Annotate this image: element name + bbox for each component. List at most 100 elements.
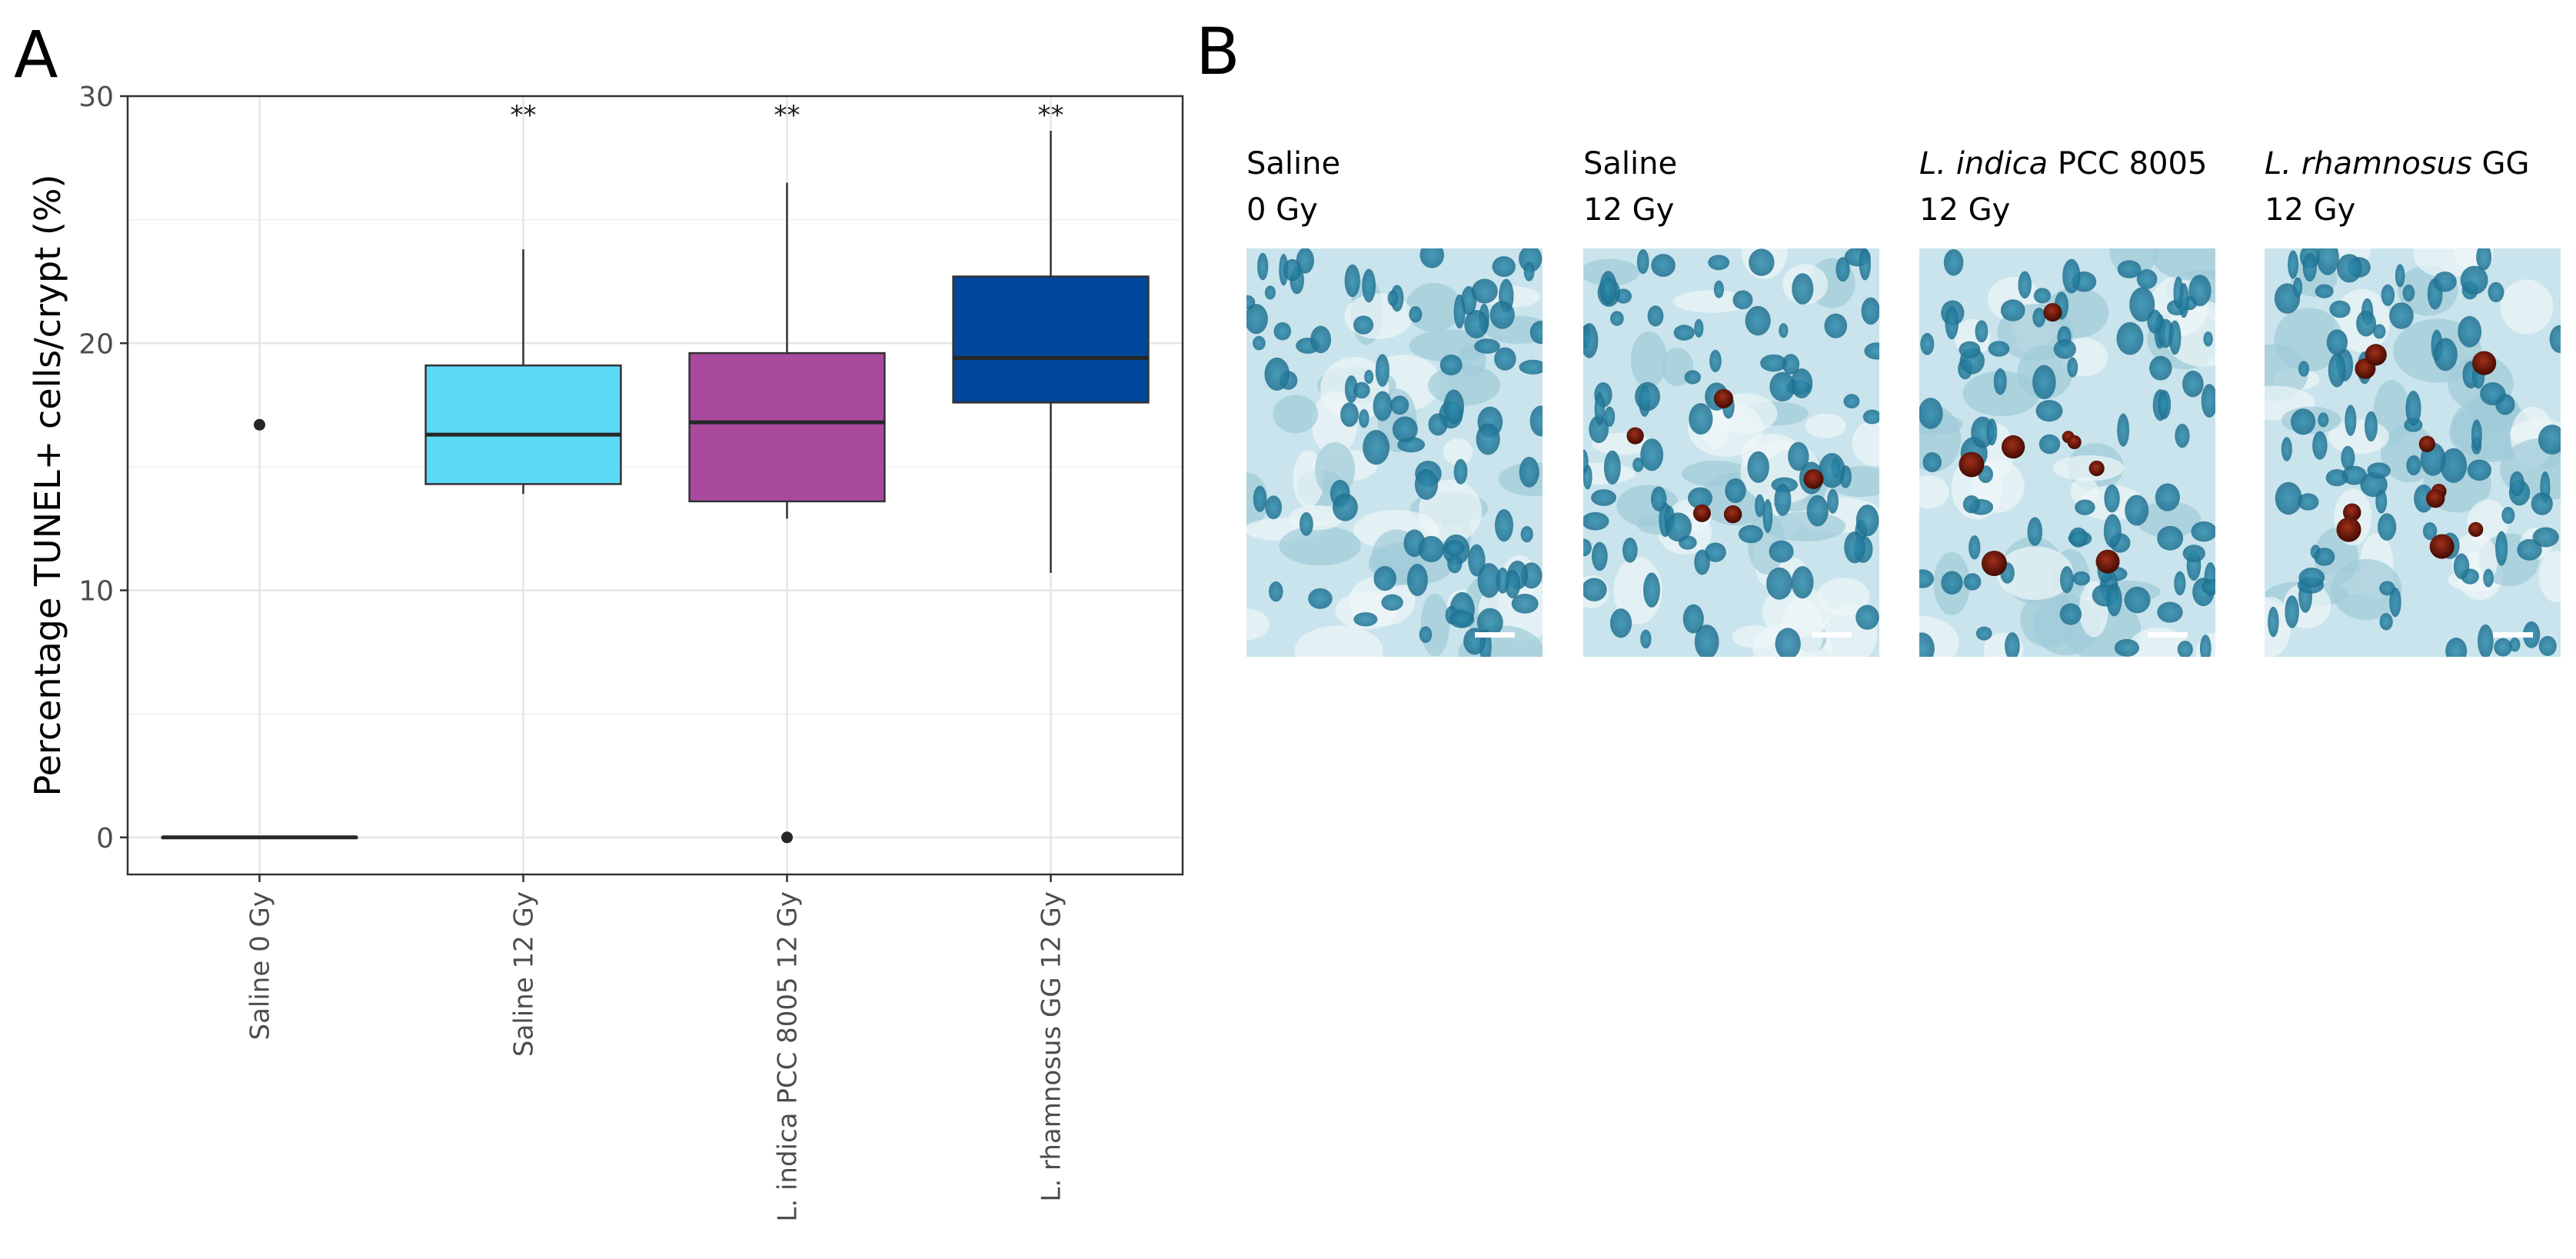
nucleus (1494, 508, 1513, 542)
micrograph-image (1246, 248, 1543, 657)
box-body (952, 275, 1150, 404)
nucleus (1283, 258, 1302, 281)
nucleus (2494, 638, 2512, 657)
cytoplasm-region (1409, 329, 1491, 362)
nucleus (1387, 290, 1399, 306)
x-tick-label: Saline 0 Gy (245, 891, 276, 1041)
nucleus (1959, 341, 1981, 358)
nucleus (2175, 423, 2190, 448)
nucleus (1359, 408, 1370, 428)
nucleus (1353, 612, 1378, 627)
tunel-positive-cell (1713, 388, 1733, 408)
outlier-point (781, 831, 793, 844)
nucleus (2033, 288, 2052, 304)
nucleus (1589, 415, 1609, 444)
nucleus (2173, 276, 2184, 309)
cytoplasm-region (1583, 462, 1636, 485)
x-tick-label: L. rhamnosus GG 12 Gy (1037, 891, 1067, 1202)
cytoplasm-region (1279, 525, 1361, 566)
nucleus (1299, 511, 1313, 536)
nucleus (1583, 511, 1609, 531)
nucleus (1494, 347, 1516, 371)
nucleus (2075, 499, 2095, 515)
nucleus (1253, 485, 1267, 512)
tunel-positive-cell (2095, 549, 2120, 574)
nucleus (1650, 486, 1667, 512)
nucleus (2389, 302, 2414, 329)
nucleus (1310, 325, 1332, 354)
nucleus (1920, 332, 1935, 355)
scale-bar (1475, 632, 1515, 638)
nucleus (2325, 468, 2348, 487)
cytoplasm-region (1996, 546, 2074, 601)
tissue (1246, 248, 1543, 657)
tunel-positive-cell (1981, 551, 2007, 577)
nucleus (2174, 571, 2186, 596)
nucleus (1373, 565, 1396, 591)
nucleus (2290, 408, 2316, 435)
nucleus (2106, 583, 2122, 617)
panel-letter-a: A (14, 17, 58, 92)
nucleus (1591, 489, 1617, 506)
nucleus (2157, 525, 2184, 551)
nucleus (2379, 613, 2393, 631)
nucleus (1824, 313, 1848, 338)
box-2: ** (688, 100, 886, 844)
micrograph-caption-line1: L. indica PCC 8005 (1919, 146, 2207, 182)
nucleus (1463, 628, 1486, 655)
nucleus (1583, 578, 1607, 601)
nucleus (1673, 325, 1695, 341)
nucleus (1732, 290, 1753, 310)
tunel-positive-cell (1803, 468, 1824, 489)
nucleus (2032, 307, 2046, 328)
nucleus (1443, 389, 1465, 425)
micrograph-caption-line1: Saline (1246, 146, 1340, 182)
nucleus (2422, 522, 2438, 541)
micrograph-image (1919, 248, 2215, 657)
cytoplasm-region (1672, 290, 1752, 313)
cytoplasm-region (1294, 625, 1383, 657)
nucleus (1476, 423, 1500, 455)
significance-label: ** (511, 100, 537, 131)
nucleus (2147, 309, 2162, 334)
tissue (2265, 248, 2561, 657)
cytoplasm-region (1630, 331, 1667, 388)
nucleus (1694, 625, 1719, 657)
micrograph-caption-line2: 0 Gy (1246, 192, 1318, 228)
cytoplasm-region (2500, 279, 2554, 335)
nucleus (2168, 320, 2182, 355)
nucleus (2149, 355, 2172, 381)
y-tick-label: 0 (96, 823, 114, 854)
nucleus (2157, 601, 2183, 623)
nucleus (2445, 637, 2468, 657)
cytoplasm-region (1817, 578, 1870, 616)
nucleus (1453, 294, 1466, 329)
nucleus (2177, 641, 2193, 657)
nucleus (2275, 481, 2302, 515)
nucleus (2315, 284, 2334, 298)
nucleus (1489, 301, 1515, 329)
nucleus (1520, 525, 1533, 543)
plot-border (126, 95, 1184, 876)
boxplot-chart: ** ** ** 0 10 20 30 Saline 0 Gy Saline 12 Gy L.… (27, 82, 1184, 1222)
nucleus (1381, 594, 1403, 611)
nucleus (1713, 280, 1724, 298)
tunel-positive-cell (2418, 435, 2436, 452)
nucleus (1835, 257, 1850, 282)
nucleus (1922, 451, 1942, 472)
tunel-positive-cell (2426, 488, 2445, 508)
nucleus (1269, 581, 1283, 602)
nucleus (2281, 437, 2292, 461)
nucleus (2201, 578, 2215, 595)
nucleus (2433, 271, 2457, 292)
nucleus (1791, 566, 1814, 599)
nucleus (2509, 637, 2521, 652)
nucleus (1687, 487, 1713, 509)
nucleus (1774, 484, 1792, 516)
nucleus (2117, 260, 2142, 278)
nucleus (1708, 255, 1730, 271)
nucleus (1943, 248, 1964, 276)
nucleus (2068, 527, 2088, 548)
nucleus (2035, 400, 2063, 422)
nucleus (1919, 398, 1943, 429)
